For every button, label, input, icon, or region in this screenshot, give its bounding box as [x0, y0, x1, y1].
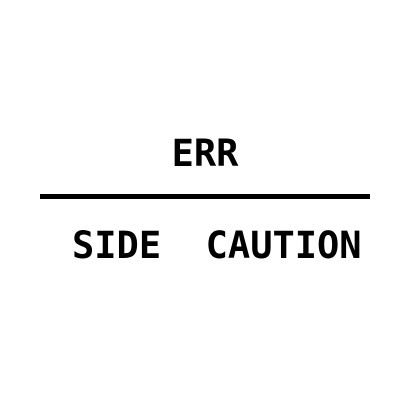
bottom-message: SIDE CAUTION: [72, 224, 362, 267]
horizontal-divider: [40, 194, 370, 199]
top-message: ERR: [171, 132, 239, 175]
